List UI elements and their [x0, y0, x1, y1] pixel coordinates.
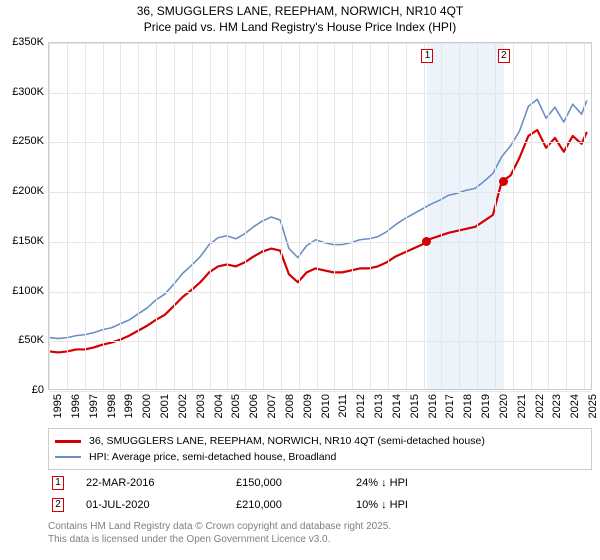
y-tick-label: £150K	[0, 235, 44, 247]
legend: 36, SMUGGLERS LANE, REEPHAM, NORWICH, NR…	[48, 428, 592, 470]
attribution-line: Contains HM Land Registry data © Crown c…	[48, 520, 391, 533]
legend-label: 36, SMUGGLERS LANE, REEPHAM, NORWICH, NR…	[89, 435, 485, 447]
sale-price: £210,000	[236, 499, 356, 511]
x-tick-label: 2000	[141, 394, 153, 418]
y-tick-label: £300K	[0, 86, 44, 98]
sales-table: 1 22-MAR-2016 £150,000 24% ↓ HPI 2 01-JU…	[48, 472, 592, 516]
x-tick-label: 2005	[230, 394, 242, 418]
x-tick-label: 2011	[337, 394, 349, 418]
x-tick-label: 2020	[498, 394, 510, 418]
sale-marker-label: 2	[498, 49, 510, 63]
attribution: Contains HM Land Registry data © Crown c…	[48, 520, 391, 546]
sale-row: 1 22-MAR-2016 £150,000 24% ↓ HPI	[48, 472, 592, 494]
sale-badge: 1	[52, 476, 64, 490]
x-tick-label: 2023	[551, 394, 563, 418]
y-tick-label: £0	[0, 384, 44, 396]
x-tick-label: 2006	[248, 394, 260, 418]
x-tick-label: 2017	[444, 394, 456, 418]
x-tick-label: 2001	[159, 394, 171, 418]
x-tick-label: 2003	[195, 394, 207, 418]
plot-svg	[49, 43, 591, 389]
x-tick-label: 2004	[213, 394, 225, 418]
sale-marker	[499, 177, 508, 186]
x-tick-label: 2014	[391, 394, 403, 418]
x-tick-label: 1995	[52, 394, 64, 418]
x-tick-label: 2022	[534, 394, 546, 418]
sale-badge: 2	[52, 498, 64, 512]
sale-row: 2 01-JUL-2020 £210,000 10% ↓ HPI	[48, 494, 592, 516]
legend-item: HPI: Average price, semi-detached house,…	[55, 449, 585, 465]
sale-hpi: 24% ↓ HPI	[356, 477, 476, 489]
y-tick-label: £200K	[0, 185, 44, 197]
sale-price: £150,000	[236, 477, 356, 489]
x-tick-label: 2019	[480, 394, 492, 418]
x-tick-label: 2008	[284, 394, 296, 418]
sale-marker-label: 1	[421, 49, 433, 63]
x-tick-label: 1996	[70, 394, 82, 418]
y-tick-label: £100K	[0, 285, 44, 297]
x-tick-label: 2007	[266, 394, 278, 418]
chart-title: 36, SMUGGLERS LANE, REEPHAM, NORWICH, NR…	[0, 0, 600, 20]
x-tick-label: 2002	[177, 394, 189, 418]
series-hpi	[50, 99, 587, 338]
sale-date: 22-MAR-2016	[86, 477, 236, 489]
sale-date: 01-JUL-2020	[86, 499, 236, 511]
legend-item: 36, SMUGGLERS LANE, REEPHAM, NORWICH, NR…	[55, 433, 585, 449]
x-tick-label: 2010	[320, 394, 332, 418]
x-tick-label: 1998	[106, 394, 118, 418]
x-tick-label: 2016	[427, 394, 439, 418]
sale-hpi: 10% ↓ HPI	[356, 499, 476, 511]
x-tick-label: 2024	[569, 394, 581, 418]
x-tick-label: 2018	[462, 394, 474, 418]
plot-area: 12	[48, 42, 592, 390]
x-tick-label: 2012	[355, 394, 367, 418]
x-tick-label: 2025	[587, 394, 599, 418]
y-tick-label: £250K	[0, 135, 44, 147]
attribution-line: This data is licensed under the Open Gov…	[48, 533, 391, 546]
chart-subtitle: Price paid vs. HM Land Registry's House …	[0, 20, 600, 36]
y-tick-label: £50K	[0, 334, 44, 346]
legend-label: HPI: Average price, semi-detached house,…	[89, 451, 336, 463]
x-tick-label: 2009	[302, 394, 314, 418]
x-tick-label: 2021	[516, 394, 528, 418]
legend-swatch	[55, 440, 81, 443]
x-tick-label: 2013	[373, 394, 385, 418]
legend-swatch	[55, 456, 81, 459]
x-tick-label: 1997	[88, 394, 100, 418]
x-tick-label: 2015	[409, 394, 421, 418]
x-tick-label: 1999	[123, 394, 135, 418]
chart-container: 36, SMUGGLERS LANE, REEPHAM, NORWICH, NR…	[0, 0, 600, 560]
y-tick-label: £350K	[0, 36, 44, 48]
